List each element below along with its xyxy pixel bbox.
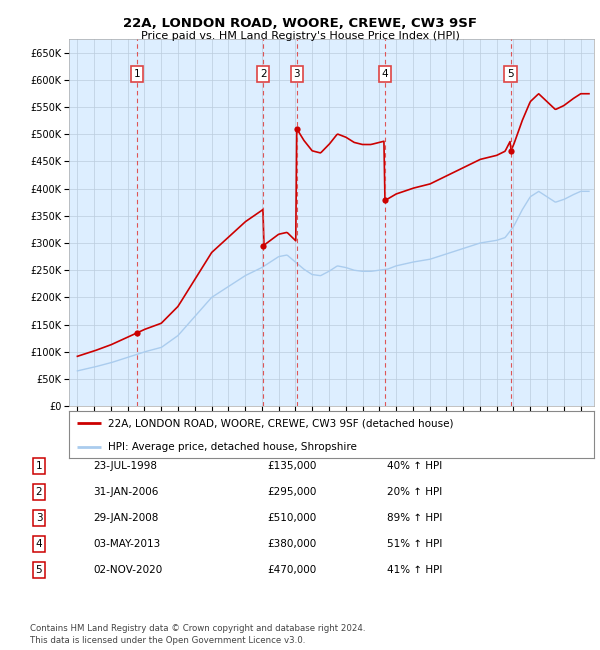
Text: £295,000: £295,000 — [267, 487, 316, 497]
Text: £135,000: £135,000 — [267, 461, 316, 471]
Text: 2: 2 — [260, 69, 266, 79]
Text: 20% ↑ HPI: 20% ↑ HPI — [387, 487, 442, 497]
Text: 02-NOV-2020: 02-NOV-2020 — [93, 565, 162, 575]
Text: 4: 4 — [35, 539, 43, 549]
Text: Contains HM Land Registry data © Crown copyright and database right 2024.
This d: Contains HM Land Registry data © Crown c… — [30, 624, 365, 645]
Text: 1: 1 — [134, 69, 140, 79]
Text: 40% ↑ HPI: 40% ↑ HPI — [387, 461, 442, 471]
Text: 1: 1 — [35, 461, 43, 471]
Text: 41% ↑ HPI: 41% ↑ HPI — [387, 565, 442, 575]
Text: 3: 3 — [293, 69, 300, 79]
Text: 2: 2 — [35, 487, 43, 497]
Text: 5: 5 — [35, 565, 43, 575]
Text: Price paid vs. HM Land Registry's House Price Index (HPI): Price paid vs. HM Land Registry's House … — [140, 31, 460, 41]
Text: £470,000: £470,000 — [267, 565, 316, 575]
Text: 89% ↑ HPI: 89% ↑ HPI — [387, 513, 442, 523]
Text: 23-JUL-1998: 23-JUL-1998 — [93, 461, 157, 471]
Text: HPI: Average price, detached house, Shropshire: HPI: Average price, detached house, Shro… — [109, 441, 357, 452]
Text: 22A, LONDON ROAD, WOORE, CREWE, CW3 9SF: 22A, LONDON ROAD, WOORE, CREWE, CW3 9SF — [123, 17, 477, 30]
Text: 22A, LONDON ROAD, WOORE, CREWE, CW3 9SF (detached house): 22A, LONDON ROAD, WOORE, CREWE, CW3 9SF … — [109, 418, 454, 428]
Text: 3: 3 — [35, 513, 43, 523]
Text: 29-JAN-2008: 29-JAN-2008 — [93, 513, 158, 523]
Text: 51% ↑ HPI: 51% ↑ HPI — [387, 539, 442, 549]
Text: £510,000: £510,000 — [267, 513, 316, 523]
Text: 4: 4 — [382, 69, 388, 79]
Text: 31-JAN-2006: 31-JAN-2006 — [93, 487, 158, 497]
Text: 03-MAY-2013: 03-MAY-2013 — [93, 539, 160, 549]
Text: 5: 5 — [508, 69, 514, 79]
Text: £380,000: £380,000 — [267, 539, 316, 549]
